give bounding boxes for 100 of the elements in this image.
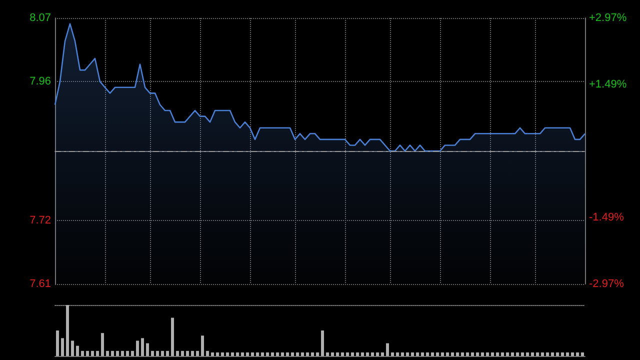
bar [126,350,129,356]
bar [216,352,219,356]
bar [531,352,534,356]
bar [226,352,229,356]
y-tick-label: 7.61 [30,278,51,290]
bar [576,352,579,356]
y-tick-label: 7.96 [30,76,51,88]
bar [206,350,209,356]
bar [551,352,554,356]
bar [91,350,94,356]
bar [456,352,459,356]
bar [161,350,164,356]
bar [236,352,239,356]
bar [196,350,199,356]
bar [191,350,194,356]
bar [66,305,69,356]
bar [166,350,169,356]
bar [386,343,389,356]
bar [581,352,584,356]
bar [146,343,149,356]
bar [86,350,89,356]
bar [341,352,344,356]
bar [266,352,269,356]
bar [351,352,354,356]
bar [481,352,484,356]
bar [271,352,274,356]
bar [541,352,544,356]
bar [221,352,224,356]
bar [316,352,319,356]
bar [566,352,569,356]
bar [521,352,524,356]
bar [361,352,364,356]
bar [61,338,64,356]
bar [76,346,79,356]
bar [331,352,334,356]
bar [176,350,179,356]
bar [506,352,509,356]
bar [431,352,434,356]
bar [436,352,439,356]
bar [511,352,514,356]
bar [276,352,279,356]
bar [376,352,379,356]
bar [516,352,519,356]
bar [366,352,369,356]
bar [356,352,359,356]
bar [286,352,289,356]
bar [536,352,539,356]
y-tick-label: 7.72 [30,214,51,226]
bar [346,352,349,356]
bar [171,318,174,356]
bar [81,350,84,356]
bar [561,352,564,356]
bar [56,330,59,356]
bar [406,352,409,356]
bar [441,352,444,356]
bar [401,352,404,356]
bar [281,352,284,356]
bar [121,350,124,356]
bar [156,350,159,356]
bar [71,340,74,356]
bar [466,352,469,356]
bar [496,352,499,356]
bar [251,352,254,356]
y2-tick-label: +2.97% [589,12,627,24]
bar [186,350,189,356]
bar [371,352,374,356]
bar [416,352,419,356]
y-tick-label: 8.07 [30,12,51,24]
bar [321,330,324,356]
bar [311,352,314,356]
bar [391,352,394,356]
bar [211,352,214,356]
bar [296,352,299,356]
bar [241,352,244,356]
bar [151,350,154,356]
bar [381,352,384,356]
bar [421,352,424,356]
bar [546,352,549,356]
bar [396,352,399,356]
bar [96,350,99,356]
y2-tick-label: -2.97% [589,278,624,290]
bar [411,352,414,356]
bar [476,352,479,356]
bar [426,352,429,356]
bar [201,336,204,356]
bar [141,338,144,356]
bar [136,340,139,356]
bar [451,352,454,356]
bar [246,352,249,356]
bar [116,350,119,356]
bar [301,352,304,356]
bar [446,352,449,356]
bar [231,352,234,356]
bar [131,350,134,356]
bar [181,350,184,356]
bar [256,352,259,356]
bar [101,333,104,356]
bar [336,352,339,356]
bar [111,350,114,356]
bar [106,350,109,356]
